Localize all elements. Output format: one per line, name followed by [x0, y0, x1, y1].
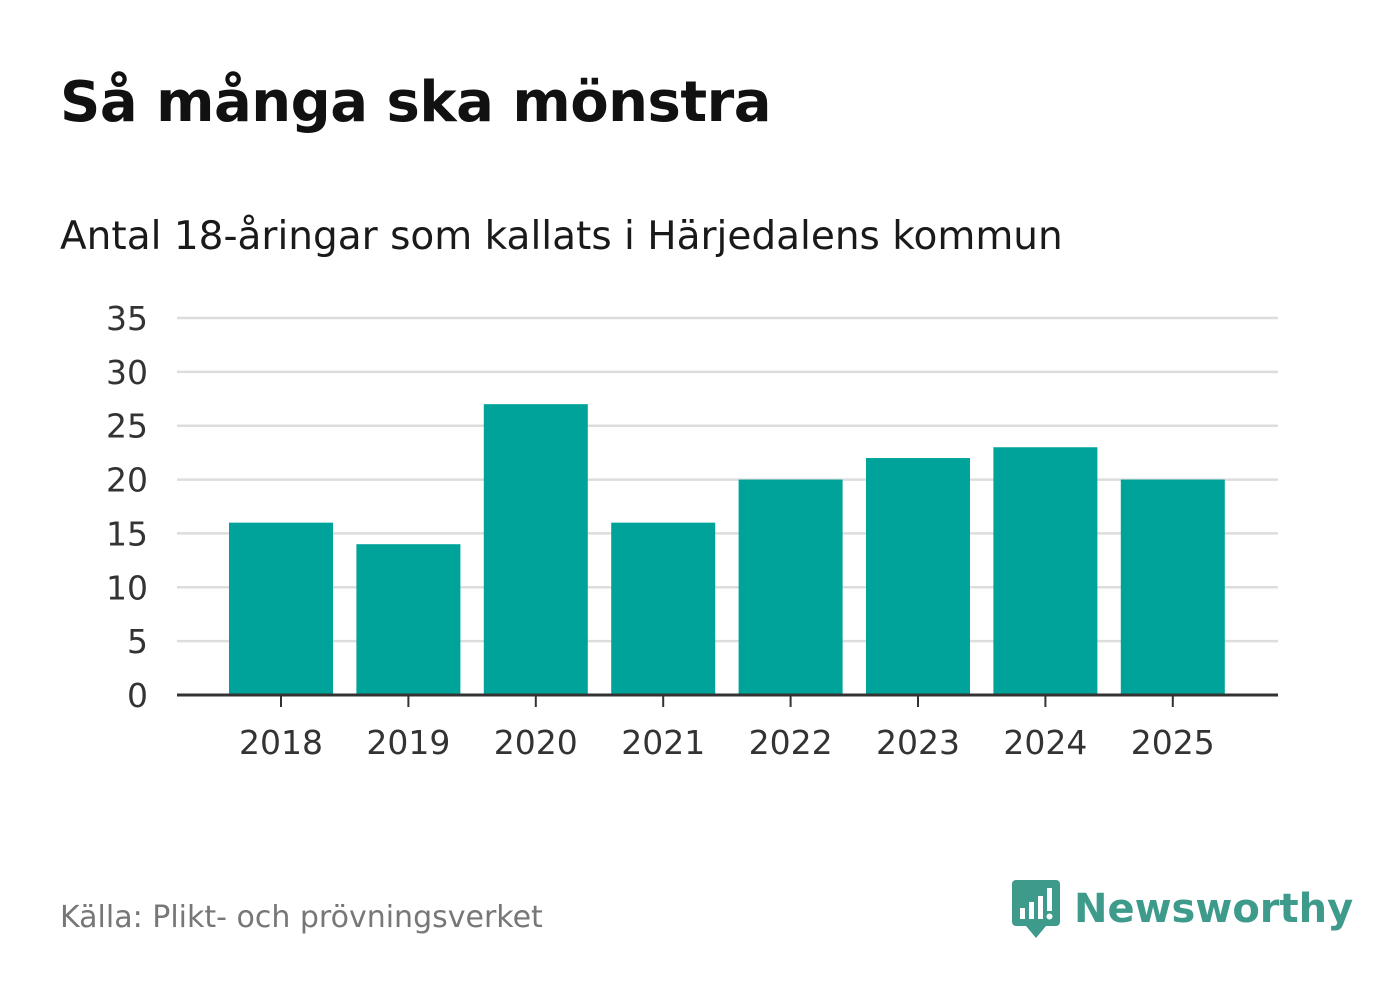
bar-2021 — [611, 522, 716, 695]
y-tick-label: 30 — [106, 353, 148, 392]
y-tick-label: 35 — [106, 299, 148, 338]
y-tick-label: 0 — [127, 676, 148, 715]
x-tick-label: 2023 — [876, 723, 960, 762]
x-tick-label: 2018 — [239, 723, 323, 762]
bar-2019 — [356, 544, 461, 695]
x-tick-label: 2019 — [366, 723, 450, 762]
gridlines — [177, 316, 1278, 643]
brand-name: Newsworthy — [1074, 886, 1354, 932]
newsworthy-logo-icon — [1012, 880, 1060, 938]
y-tick-label: 10 — [106, 568, 148, 607]
chart-title: Så många ska mönstra — [60, 70, 772, 135]
y-tick-label: 25 — [106, 407, 148, 446]
brand-logo: Newsworthy — [1010, 878, 1353, 940]
chart-subtitle: Antal 18-åringar som kallats i Härjedale… — [60, 214, 1063, 259]
bar-2023 — [866, 458, 970, 695]
bar-2025 — [1120, 479, 1225, 695]
y-tick-label: 5 — [127, 622, 148, 661]
bar-2018 — [229, 522, 333, 695]
bars — [229, 404, 1225, 695]
y-tick-label: 20 — [106, 461, 148, 500]
x-tick-label: 2024 — [1003, 723, 1087, 762]
y-tick-label: 15 — [106, 514, 148, 553]
x-tick-label: 2021 — [621, 723, 705, 762]
bar-2020 — [483, 404, 588, 695]
bar-2022 — [738, 479, 843, 695]
source-note: Källa: Plikt- och prövningsverket — [60, 900, 543, 935]
x-tick-label: 2025 — [1131, 723, 1215, 762]
x-tick-label: 2022 — [749, 723, 833, 762]
x-tick-label: 2020 — [494, 723, 578, 762]
bar-2024 — [993, 447, 1098, 695]
